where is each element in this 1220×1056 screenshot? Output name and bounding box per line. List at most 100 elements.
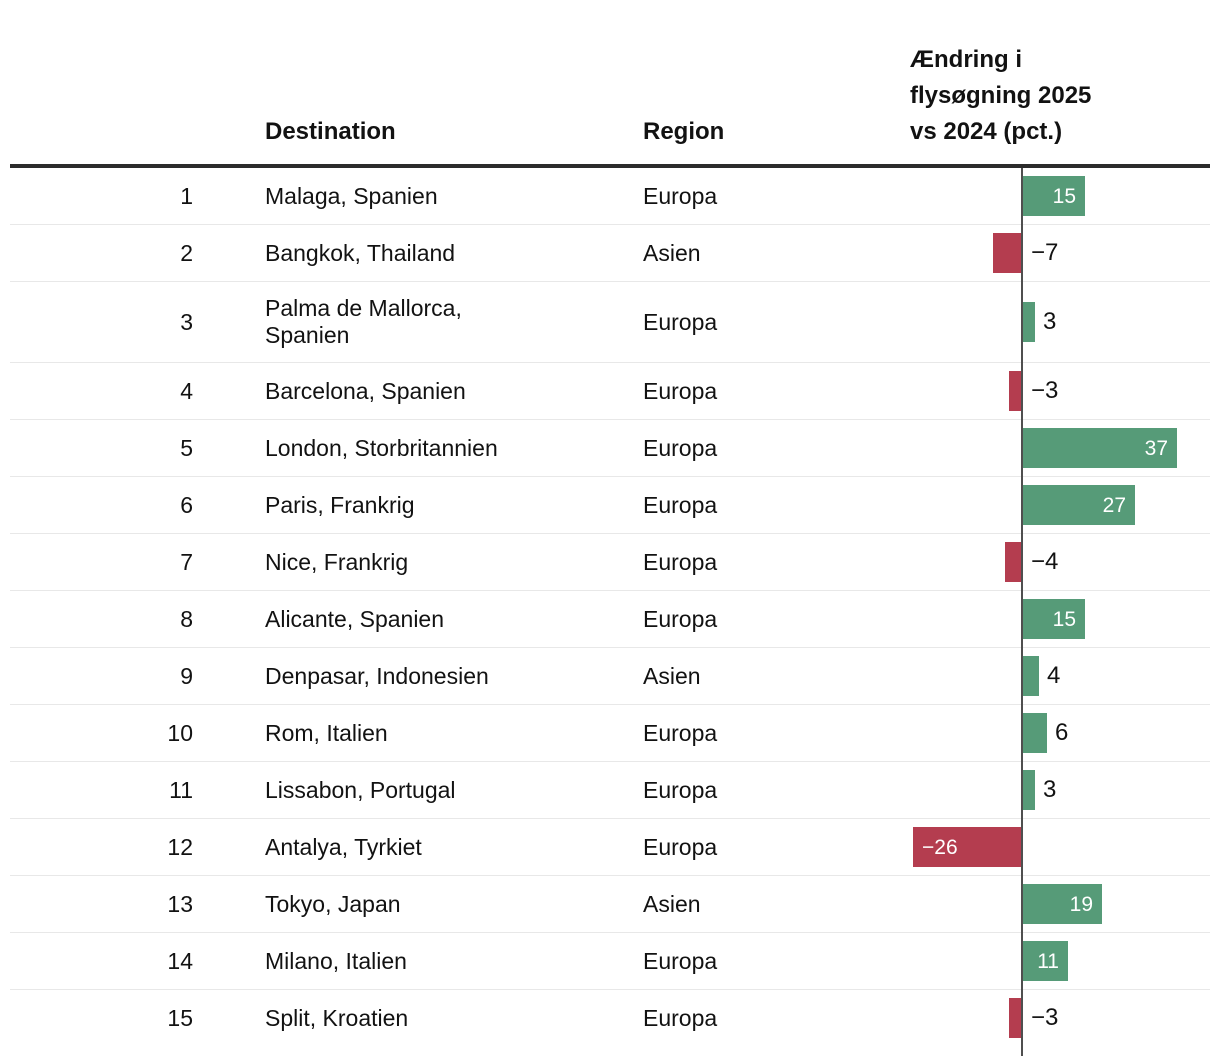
bar-value-label: −4 [1031, 548, 1059, 575]
value-bar [1005, 542, 1022, 582]
bar-value-label: 19 [1069, 892, 1093, 916]
table-row: 6 Paris, Frankrig Europa 27 [10, 476, 1210, 533]
table-row: 2 Bangkok, Thailand Asien −7 [10, 224, 1210, 281]
bar-value-label: 15 [1052, 607, 1076, 631]
bar-cell: −26 [910, 819, 1210, 875]
destination-cell: Split, Kroatien [265, 1004, 409, 1031]
region-cell: Europa [643, 947, 718, 974]
value-bar: 15 [1022, 176, 1085, 216]
rank-cell: 5 [180, 434, 193, 461]
value-bar [993, 233, 1022, 273]
region-cell: Europa [643, 377, 718, 404]
region-cell: Asien [643, 239, 701, 266]
region-cell: Asien [643, 662, 701, 689]
bar-value-label: 6 [1055, 719, 1069, 746]
rank-cell: 6 [180, 491, 193, 518]
bar-cell: 15 [910, 591, 1210, 647]
value-bar: 19 [1022, 884, 1102, 924]
table-row: 5 London, Storbritannien Europa 37 [10, 419, 1210, 476]
rank-cell: 9 [180, 662, 193, 689]
rank-cell: 11 [169, 776, 193, 803]
bar-cell: 11 [910, 933, 1210, 989]
destination-cell: Rom, Italien [265, 719, 388, 746]
bar-value-label: −3 [1031, 377, 1059, 404]
value-bar [1022, 770, 1035, 810]
bar-cell: 27 [910, 477, 1210, 533]
region-cell: Europa [643, 491, 718, 518]
bar-cell: −4 [910, 534, 1210, 590]
bar-cell: −3 [910, 363, 1210, 419]
region-column-header: Region [643, 118, 725, 145]
table-row: 4 Barcelona, Spanien Europa −3 [10, 362, 1210, 419]
value-bar: −26 [913, 827, 1022, 867]
bar-value-label: 4 [1047, 662, 1061, 689]
value-bar [1022, 302, 1035, 342]
rank-cell: 2 [180, 239, 193, 266]
value-bar: 11 [1022, 941, 1068, 981]
destination-cell: Lissabon, Portugal [265, 776, 456, 803]
region-cell: Asien [643, 890, 701, 917]
rank-cell: 13 [167, 890, 193, 917]
rank-cell: 15 [167, 1004, 193, 1031]
table-row: 10 Rom, Italien Europa 6 [10, 704, 1210, 761]
value-bar: 15 [1022, 599, 1085, 639]
destination-cell: Milano, Italien [265, 947, 407, 974]
region-cell: Europa [643, 833, 718, 860]
table: Destination Region Ændring i flysøgning … [10, 0, 1210, 1056]
change-column-header: Ændring i flysøgning 2025 vs 2024 (pct.) [910, 46, 1092, 145]
region-cell: Europa [643, 308, 718, 335]
table-row: 11 Lissabon, Portugal Europa 3 [10, 761, 1210, 818]
region-cell: Europa [643, 719, 718, 746]
destination-cell: Malaga, Spanien [265, 182, 438, 209]
rank-cell: 7 [180, 548, 193, 575]
region-cell: Europa [643, 776, 718, 803]
bar-value-label: −3 [1031, 1004, 1059, 1031]
table-body: 1 Malaga, Spanien Europa 15 2 Bangkok, T… [10, 168, 1210, 1056]
rank-cell: 1 [180, 182, 193, 209]
destination-cell: Paris, Frankrig [265, 491, 415, 518]
table-row: 1 Malaga, Spanien Europa 15 [10, 168, 1210, 224]
table-header-row: Destination Region Ændring i flysøgning … [10, 0, 1210, 168]
destination-cell: Bangkok, Thailand [265, 239, 456, 266]
bar-cell: 3 [910, 282, 1210, 362]
bar-cell: 3 [910, 762, 1210, 818]
rank-cell: 14 [167, 947, 193, 974]
table-row: 7 Nice, Frankrig Europa −4 [10, 533, 1210, 590]
rank-cell: 12 [167, 833, 193, 860]
bar-value-label: 3 [1043, 308, 1057, 335]
table-row: 3 Palma de Mallorca, Spanien Europa 3 [10, 281, 1210, 362]
table-row: 15 Split, Kroatien Europa −3 [10, 989, 1210, 1046]
destination-cell: Alicante, Spanien [265, 605, 445, 632]
bar-cell: 37 [910, 420, 1210, 476]
value-bar [1009, 998, 1022, 1038]
bar-value-label: 27 [1102, 493, 1126, 517]
destination-cell: Antalya, Tyrkiet [265, 833, 422, 860]
bar-cell: −3 [910, 990, 1210, 1046]
region-cell: Europa [643, 434, 718, 461]
bar-cell: 6 [910, 705, 1210, 761]
table-row: 9 Denpasar, Indonesien Asien 4 [10, 647, 1210, 704]
rank-cell: 3 [180, 308, 193, 335]
bar-value-label: −7 [1031, 239, 1059, 266]
destination-cell: Barcelona, Spanien [265, 377, 466, 404]
bar-value-label: 15 [1052, 184, 1076, 208]
bar-value-label: 11 [1037, 949, 1059, 973]
value-bar [1009, 371, 1022, 411]
bar-value-label: 37 [1144, 436, 1168, 460]
rank-cell: 10 [167, 719, 193, 746]
value-bar: 37 [1022, 428, 1177, 468]
zero-axis-line [1021, 168, 1023, 1056]
bar-value-label: 3 [1043, 776, 1057, 803]
destination-cell: Denpasar, Indonesien [265, 662, 489, 689]
rank-cell: 4 [180, 377, 193, 404]
table-row: 13 Tokyo, Japan Asien 19 [10, 875, 1210, 932]
destination-cell: Nice, Frankrig [265, 548, 409, 575]
bar-value-label: −26 [922, 835, 958, 859]
region-cell: Europa [643, 605, 718, 632]
value-bar [1022, 656, 1039, 696]
value-bar: 27 [1022, 485, 1135, 525]
bar-cell: −7 [910, 225, 1210, 281]
table-row: 12 Antalya, Tyrkiet Europa −26 [10, 818, 1210, 875]
destination-cell: London, Storbritannien [265, 434, 498, 461]
